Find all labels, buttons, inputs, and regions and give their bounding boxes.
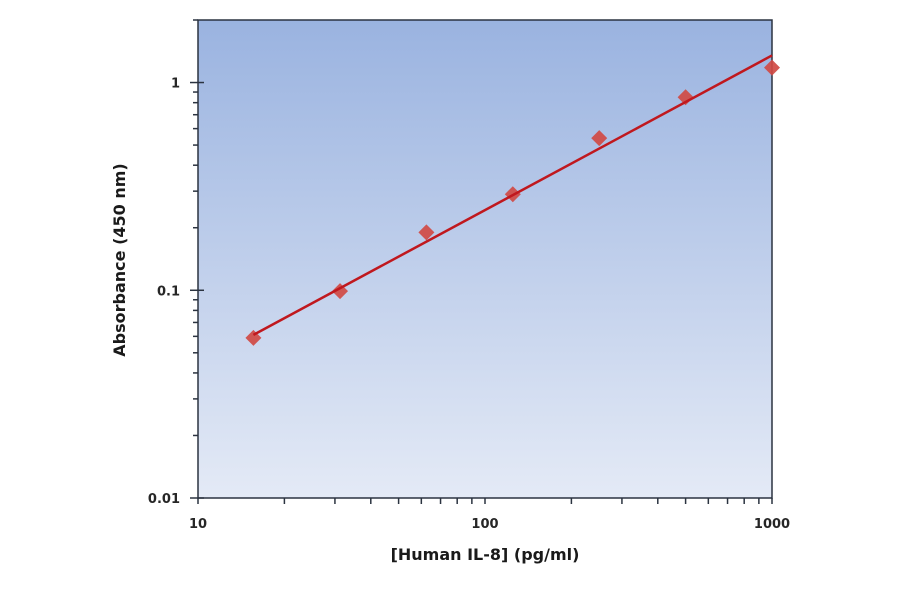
data-point-diamond: [418, 224, 435, 241]
y-tick-label: 0.01: [148, 492, 180, 507]
y-axis-title: Absorbance (450 nm): [110, 163, 129, 356]
x-axis-ticks: [197, 498, 773, 504]
fit-line-path: [252, 54, 773, 336]
x-axis-title: [Human IL-8] (pg/ml): [391, 545, 580, 564]
x-axis-tick-labels: 10 100 1000: [189, 517, 790, 532]
x-tick-label: 100: [471, 517, 498, 532]
data-point-diamond: [591, 130, 608, 147]
data-point-diamond: [764, 59, 780, 76]
y-tick-label: 0.1: [157, 284, 180, 299]
y-axis-ticks: [190, 19, 204, 499]
y-tick-label: 1: [171, 77, 180, 92]
x-tick-label: 1000: [754, 517, 790, 532]
plot-area: [197, 19, 773, 499]
fit-line: [252, 54, 773, 336]
x-tick-label: 10: [189, 517, 207, 532]
y-axis-tick-labels: 0.01 0.1 1: [148, 77, 180, 507]
